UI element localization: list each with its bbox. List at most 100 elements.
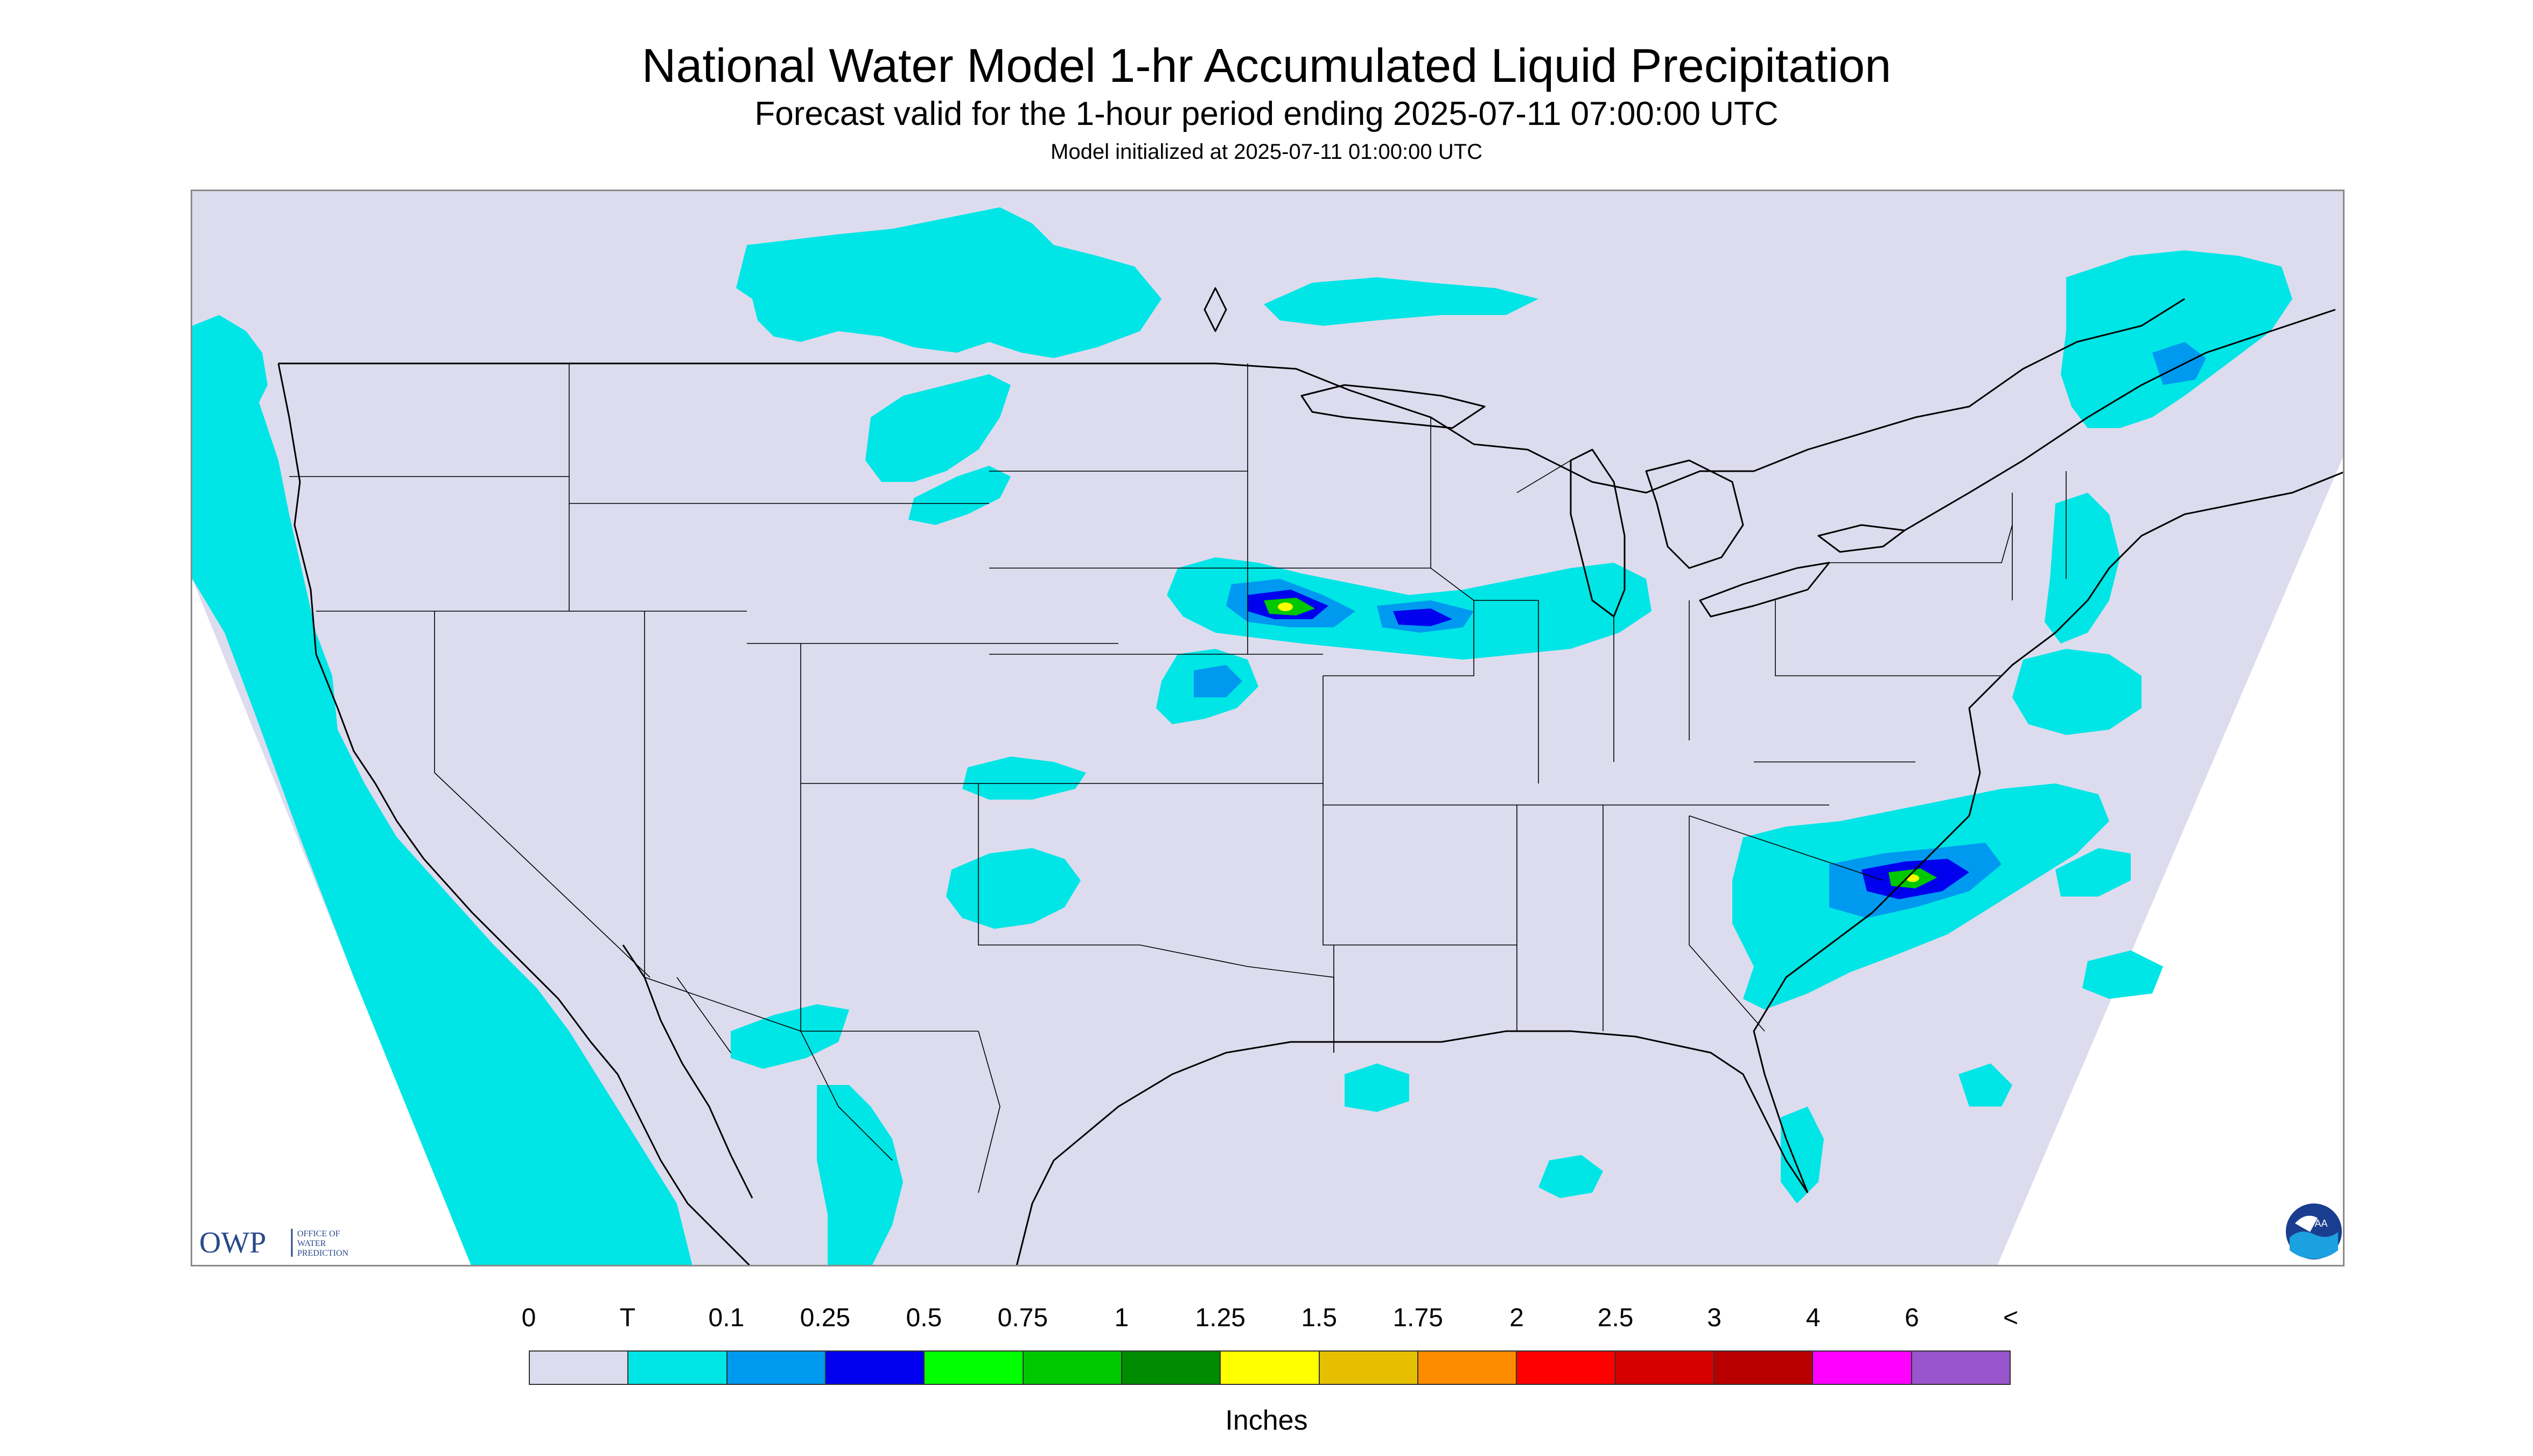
atlantic-precip: [2055, 848, 2131, 897]
legend-swatch: [1418, 1352, 1517, 1384]
new-england-precip: [2045, 493, 2120, 643]
legend-tick-label: 0.75: [997, 1304, 1048, 1332]
model-init-line: Model initialized at 2025-07-11 01:00:00…: [1051, 140, 1482, 164]
legend-swatch: [925, 1352, 1024, 1384]
pacific-nw-precip: [192, 315, 268, 514]
state-line-il: [1474, 600, 1539, 783]
oklahoma-precip: [962, 757, 1086, 800]
owp-logo-graphic: OWP OFFICE OF WATER PREDICTION: [199, 1226, 349, 1259]
state-line-nv: [434, 611, 650, 978]
legend-tick-label: 4: [1806, 1304, 1821, 1332]
quebec-core-light: [2152, 342, 2206, 385]
noaa-logo: NOAA: [2284, 1202, 2343, 1261]
new-mexico-precip: [946, 848, 1081, 929]
legend-units: Inches: [1225, 1405, 1308, 1436]
mexico-coast-precip: [817, 1085, 903, 1265]
lake-ontario: [1817, 524, 1906, 553]
gulf-coast: [1053, 1030, 1809, 1193]
map-title: National Water Model 1-hr Accumulated Li…: [641, 39, 1892, 92]
state-line-ga: [1689, 816, 1765, 1032]
legend-swatch: [825, 1352, 925, 1384]
mexico-gulf-coast: [1016, 1160, 1055, 1265]
mexico-states: [676, 977, 1000, 1193]
legend-tick-label: 2.5: [1597, 1304, 1634, 1332]
map-subtitle: Forecast valid for the 1-hour period end…: [754, 95, 1779, 132]
us-canada-border: [278, 298, 2185, 494]
legend-tick-label: 3: [1707, 1304, 1722, 1332]
dakota-precip: [865, 374, 1011, 482]
us-east-coast: [1753, 471, 2343, 1193]
state-lines-layer: [289, 363, 2067, 1193]
st-lawrence: [1904, 309, 2336, 531]
state-line-wi-mi: [1430, 417, 1571, 568]
west-atlantic-precip: [1958, 1063, 2012, 1107]
iowa-core-extreme: [1278, 603, 1293, 611]
state-line-in-oh: [1613, 600, 1690, 762]
legend-tick-label: 1: [1114, 1304, 1129, 1332]
legend-tick-label: 0.5: [906, 1304, 942, 1332]
legend-swatch: [1319, 1352, 1418, 1384]
south-atlantic-precip: [2082, 950, 2163, 999]
lake-erie: [1699, 562, 1830, 618]
model-domain: [192, 191, 2343, 1265]
state-line-co: [800, 643, 1118, 784]
pacific-precip: [192, 342, 692, 1265]
legend-swatch: [1221, 1352, 1320, 1384]
legend-tick-label: 1.25: [1195, 1304, 1245, 1332]
precipitation-map[interactable]: [191, 190, 2345, 1266]
legend-swatch: [530, 1352, 629, 1384]
lake-winnipeg: [1203, 287, 1227, 332]
quebec-precip: [2061, 250, 2292, 428]
state-line-ar: [1323, 805, 1517, 946]
north-plains-streak: [908, 466, 1011, 525]
state-line-ms-al: [1516, 805, 1604, 1031]
mexico-precip: [731, 1004, 849, 1069]
owp-logo-mark: OWP: [199, 1226, 266, 1259]
legend-swatch: [1714, 1352, 1814, 1384]
owp-logo-text-1: OFFICE OF: [297, 1229, 340, 1238]
florida-precip: [1781, 1107, 1824, 1203]
legend-tick-label: 6: [1905, 1304, 1919, 1332]
legend-swatch: [1912, 1352, 2010, 1384]
coastline-layer: [277, 287, 2343, 1265]
legend-tick-label: 1.5: [1301, 1304, 1338, 1332]
state-line-az: [644, 783, 801, 1032]
gulf-precip: [1345, 1063, 1409, 1112]
owp-logo-text-2: WATER: [297, 1239, 326, 1248]
legend-tick-label: 1.75: [1393, 1304, 1443, 1332]
noaa-logo-text: NOAA: [2300, 1218, 2327, 1229]
legend-tick-label: 0.1: [708, 1304, 745, 1332]
legend-colorbar: [529, 1350, 2011, 1385]
state-line-ne-states: [2012, 471, 2067, 600]
legend-swatch: [1517, 1352, 1616, 1384]
lake-huron: [1645, 459, 1744, 569]
carolina-core-extreme: [1906, 874, 1919, 882]
legend-tick-label: T: [619, 1304, 636, 1332]
legend-swatch: [1023, 1352, 1122, 1384]
canada-prairie-precip: [736, 207, 1161, 358]
legend-tick-label: 2: [1509, 1304, 1524, 1332]
illinois-core-mid: [1393, 608, 1452, 626]
lake-superior: [1300, 384, 1486, 429]
owp-logo-text-3: PREDICTION: [297, 1249, 349, 1258]
us-west-coast: [277, 363, 662, 1161]
state-line-ny: [1829, 524, 2013, 563]
superior-precip: [1264, 277, 1538, 326]
state-line-nc-sc: [1689, 815, 1884, 881]
noaa-logo-graphic: NOAA: [2286, 1203, 2342, 1259]
midatlantic-precip: [2012, 649, 2142, 735]
lake-michigan: [1570, 449, 1626, 618]
kansas-core-light: [1194, 665, 1242, 697]
legend-swatch: [1615, 1352, 1715, 1384]
map-canvas: [192, 191, 2343, 1265]
state-line-pa: [1775, 600, 2002, 676]
owp-logo: OWP OFFICE OF WATER PREDICTION: [199, 1223, 382, 1261]
caribbean-precip: [1538, 1155, 1603, 1198]
legend-tick-label: <: [2003, 1304, 2019, 1332]
legend-swatch: [727, 1352, 826, 1384]
legend-tick-label: 0.25: [800, 1304, 851, 1332]
legend-swatch: [1122, 1352, 1221, 1384]
legend-tick-label: 0: [521, 1304, 536, 1332]
legend-swatch: [628, 1352, 727, 1384]
mexico-pacific-coast: [660, 1160, 751, 1265]
